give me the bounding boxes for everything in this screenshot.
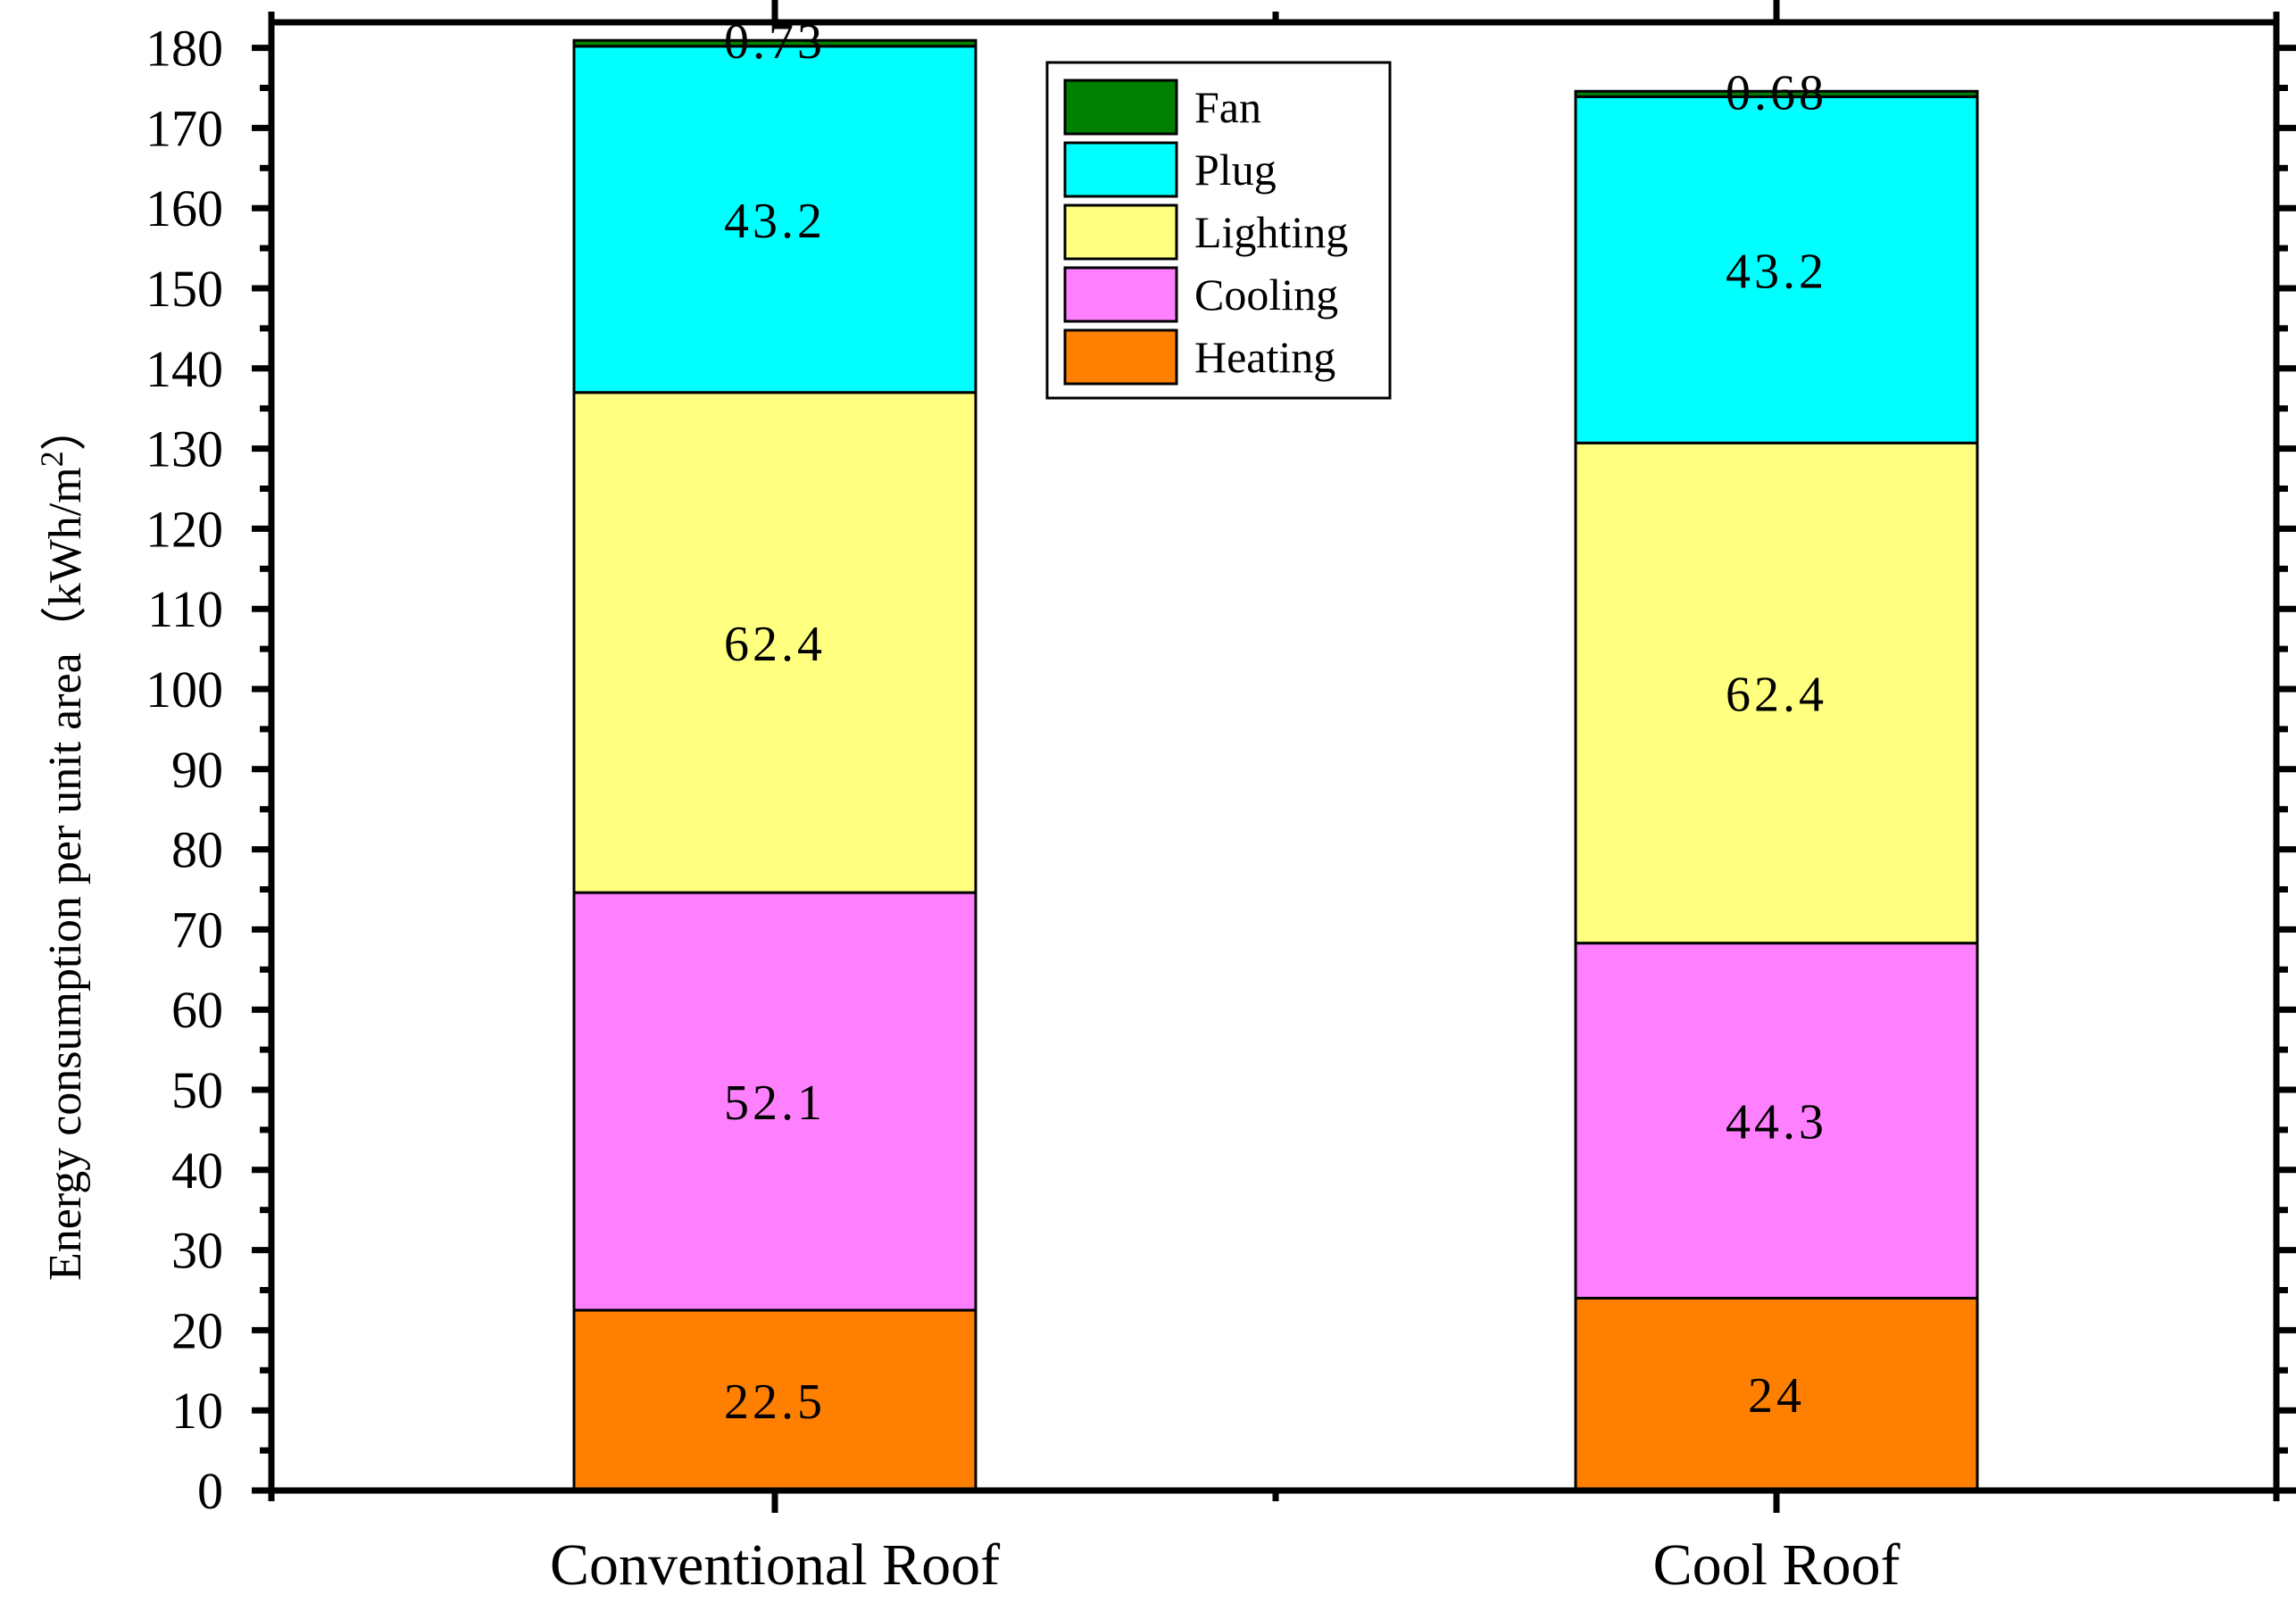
y-tick-label: 80 (171, 821, 223, 879)
legend-swatch-heating (1063, 328, 1178, 386)
legend-label-cooling: Cooling (1194, 270, 1338, 320)
x-category-label: Cool Roof (1653, 1532, 1901, 1598)
y-tick-label: 180 (146, 20, 223, 78)
legend-label-lighting: Lighting (1194, 207, 1348, 257)
data-label-cooling: 44.3 (1726, 1095, 1827, 1150)
y-tick-label: 100 (146, 660, 223, 718)
y-tick-label: 150 (146, 260, 223, 318)
bar-segment-cooling (572, 891, 977, 1312)
y-tick-label: 40 (171, 1142, 223, 1200)
bar-segment-plug (1574, 95, 1979, 444)
legend-swatch-lighting (1063, 203, 1178, 261)
y-tick-label: 140 (146, 340, 223, 398)
y-axis-label-main: Energy consumption per unit area（kWh/m (40, 467, 91, 1281)
data-label-lighting: 62.4 (724, 617, 826, 672)
plot-frame (268, 19, 2280, 1494)
y-tick-label: 50 (171, 1061, 223, 1119)
y-tick-label: 160 (146, 179, 223, 237)
bar-segment-heating (1574, 1296, 1979, 1492)
bar-segment-cooling (1574, 942, 1979, 1300)
legend-label-heating: Heating (1194, 332, 1335, 382)
legend-label-plug: Plug (1194, 145, 1277, 195)
y-tick-label: 110 (147, 580, 223, 638)
data-label-heating: 22.5 (724, 1374, 826, 1430)
y-tick-label: 170 (146, 99, 223, 157)
bar-segment-fan (572, 38, 977, 48)
y-tick-label: 70 (171, 901, 223, 959)
data-label-plug: 43.2 (724, 194, 826, 249)
legend: Fan Plug Lighting Cooling Heating (1045, 61, 1392, 400)
y-tick-label: 0 (197, 1462, 223, 1520)
data-label-fan: 0.68 (1726, 65, 1827, 120)
bars (572, 38, 1979, 1492)
y-tick-label: 30 (171, 1222, 223, 1280)
data-label-plug: 43.2 (1726, 244, 1827, 299)
y-axis-label: Energy consumption per unit area（kWh/m2） (34, 404, 91, 1281)
y-tick-label: 60 (171, 981, 223, 1039)
bar-segment-lighting (572, 391, 977, 894)
y-tick-label: 10 (171, 1382, 223, 1440)
bar-segment-fan (1574, 89, 1979, 98)
bar-segment-heating (572, 1308, 977, 1492)
data-label-heating: 24 (1748, 1368, 1805, 1424)
x-axis-ticks: Conventional Roof Cool Roof (268, 0, 2280, 1598)
bar-segment-lighting (1574, 441, 1979, 945)
legend-swatch-fan (1063, 79, 1178, 136)
y-axis-label-superscript: 2 (34, 451, 70, 467)
legend-swatch-plug (1063, 141, 1178, 198)
y-tick-label: 130 (146, 420, 223, 478)
y-tick-label: 20 (171, 1301, 223, 1359)
legend-label-fan: Fan (1194, 82, 1261, 132)
x-category-label: Conventional Roof (550, 1532, 1000, 1598)
y-tick-label: 120 (146, 500, 223, 558)
legend-swatch-cooling (1063, 266, 1178, 323)
bar-segment-plug (572, 45, 977, 394)
y-tick-label: 90 (171, 741, 223, 799)
y-axis-label-suffix: ） (40, 404, 91, 451)
data-label-lighting: 62.4 (1726, 667, 1827, 722)
data-label-cooling: 52.1 (724, 1075, 826, 1131)
